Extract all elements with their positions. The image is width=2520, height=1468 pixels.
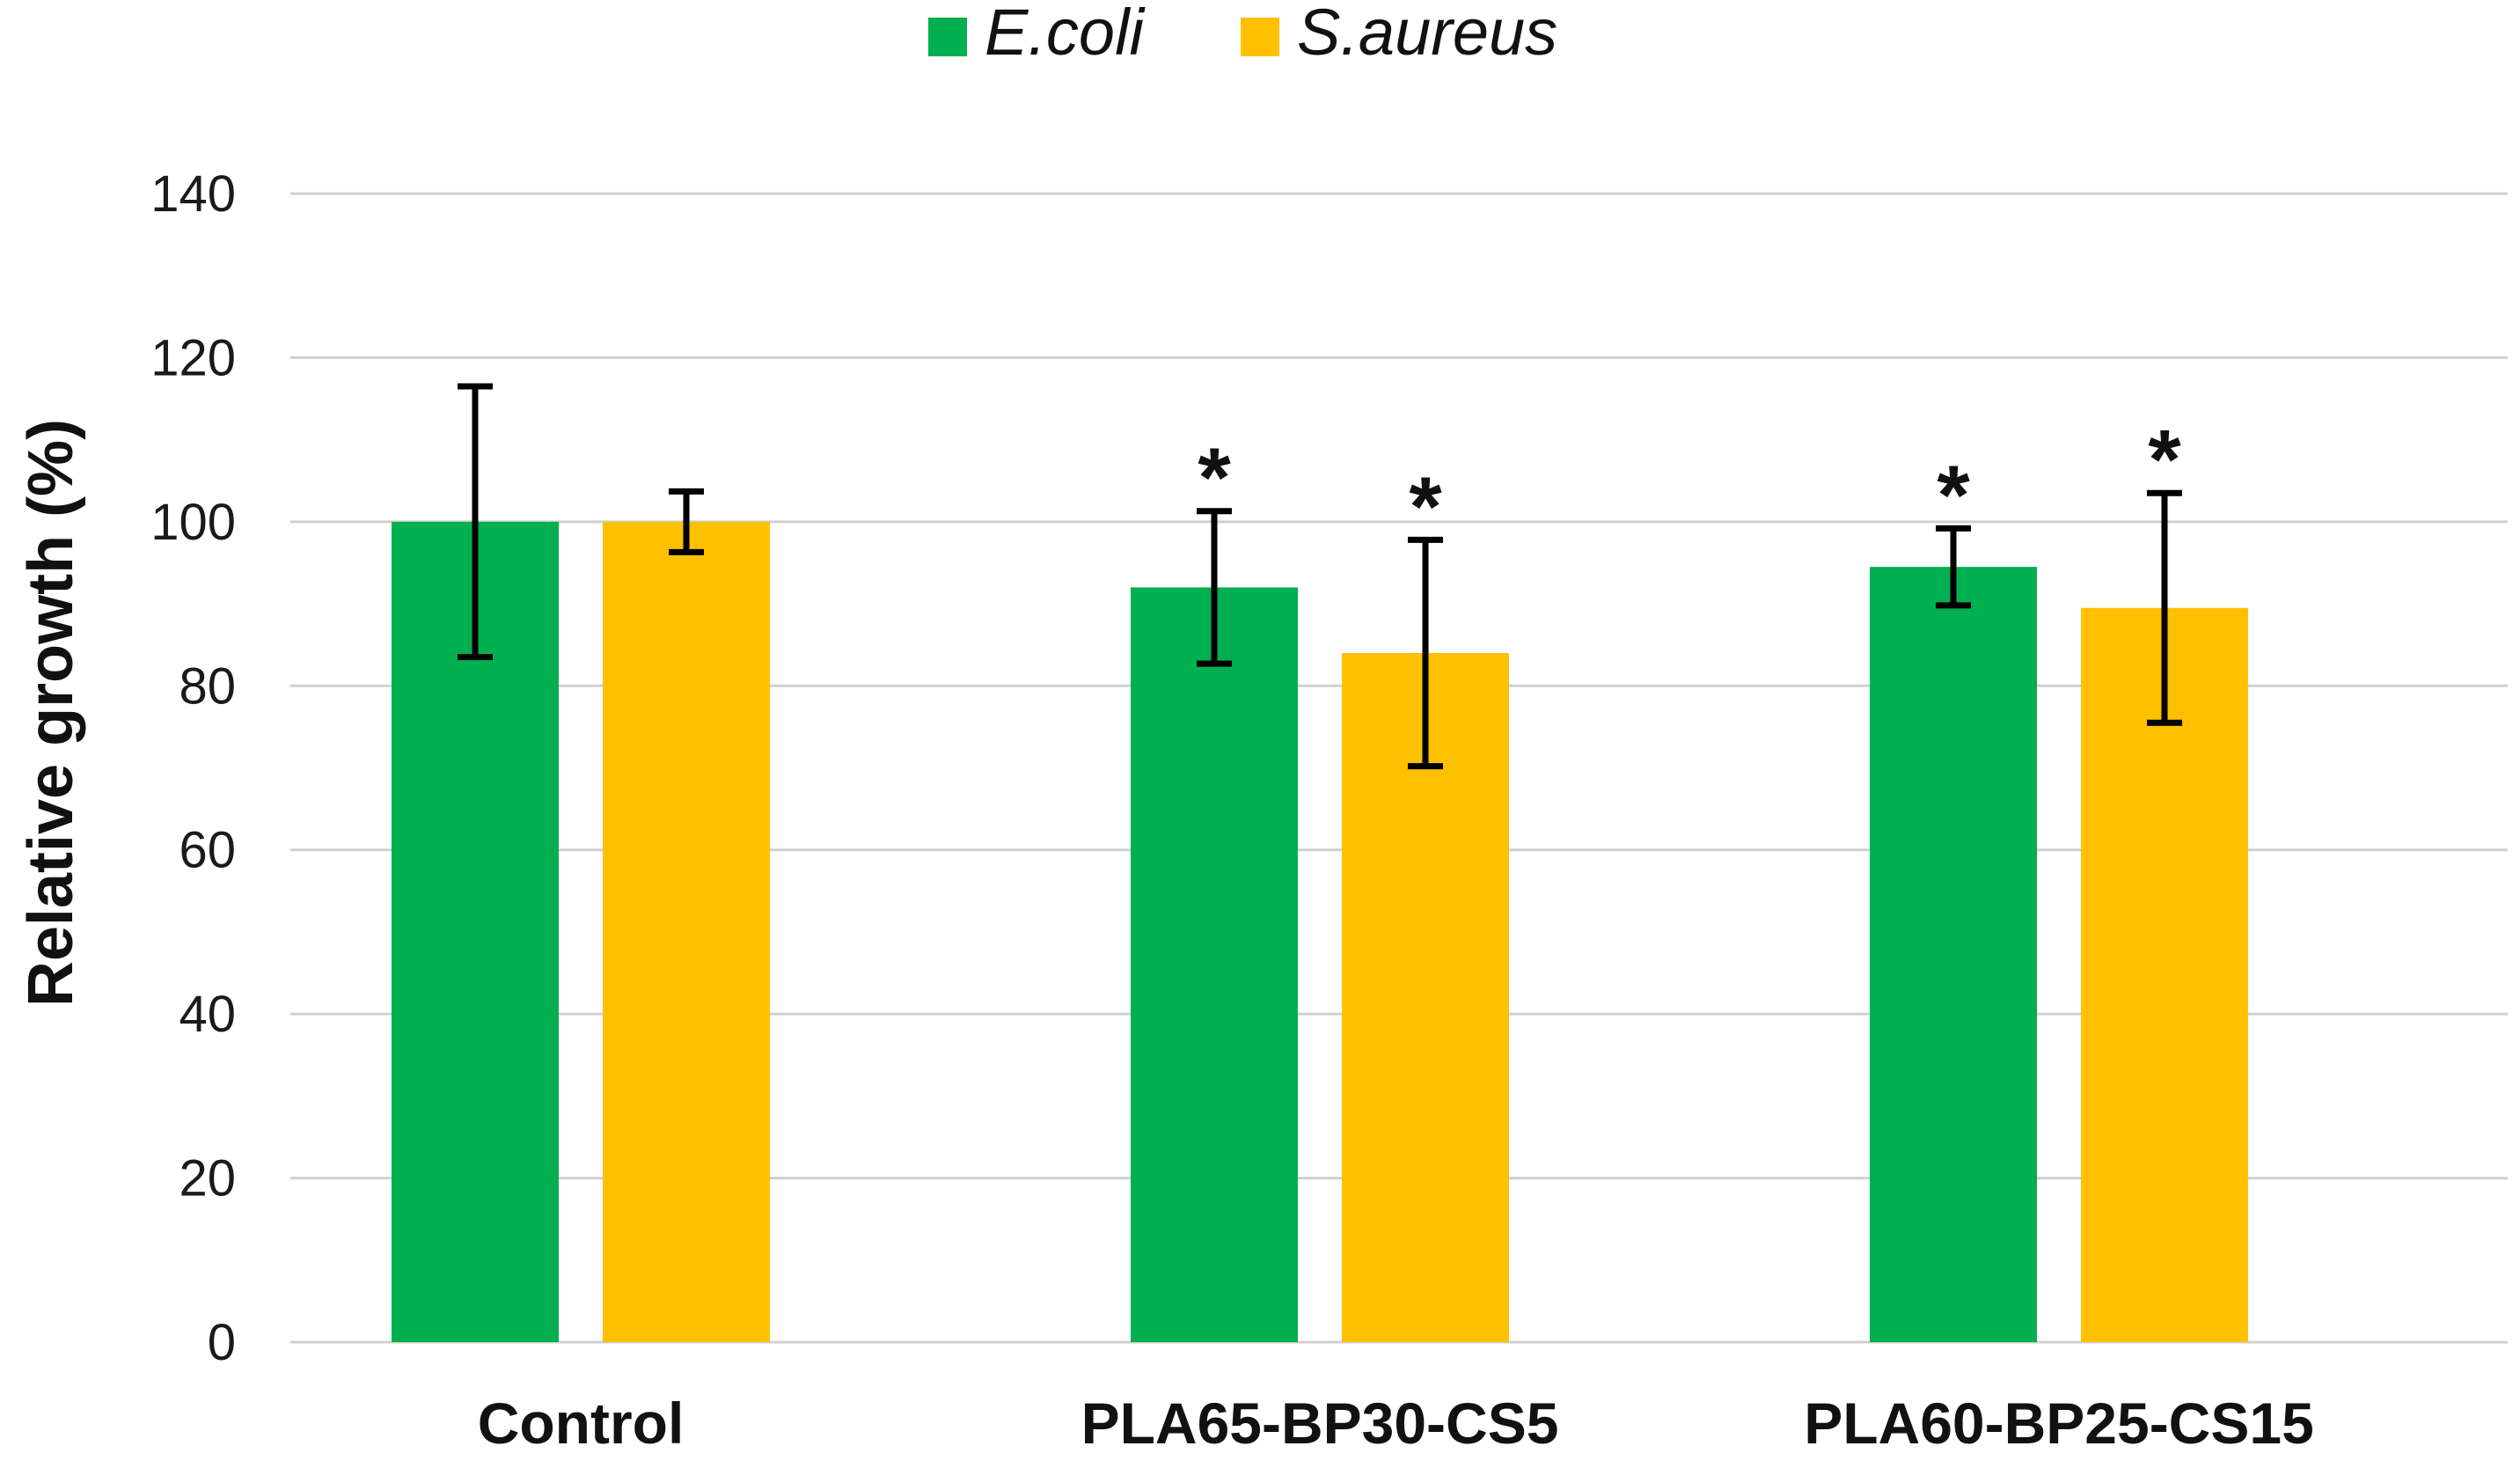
y-tick-label: 80	[179, 657, 236, 715]
significance-star: *	[2148, 413, 2181, 507]
y-tick-label: 120	[150, 329, 236, 386]
legend-label: S.aureus	[1297, 0, 1557, 69]
bar-e-coli-2	[1870, 567, 2037, 1342]
error-bars	[458, 383, 2182, 770]
legend-label: E.coli	[985, 0, 1146, 69]
bar-e-coli-1	[1131, 587, 1298, 1342]
significance-star: *	[1937, 448, 1970, 542]
y-tick-label: 140	[150, 165, 236, 223]
x-axis-labels: Control PLA65-BP30-CS5 PLA60-BP25-CS15	[478, 1391, 2314, 1456]
bar-s-aureus-0	[603, 521, 770, 1342]
y-tick-label: 20	[179, 1150, 236, 1207]
x-category-label: PLA60-BP25-CS15	[1804, 1391, 2314, 1456]
significance-star: *	[1409, 459, 1442, 554]
y-axis-title: Relative growth (%)	[16, 419, 86, 1007]
bar-s-aureus-2	[2081, 607, 2248, 1342]
x-category-label: Control	[478, 1391, 685, 1456]
y-tick-label: 40	[179, 986, 236, 1043]
legend-swatch-e-coli	[928, 18, 967, 56]
significance-star: *	[1198, 431, 1231, 525]
bars	[392, 521, 2248, 1342]
legend: E.coli S.aureus	[928, 0, 1557, 69]
y-tick-label: 60	[179, 822, 236, 879]
y-axis-ticks: 0 20 40 60 80 100 120 140	[150, 165, 236, 1371]
legend-swatch-s-aureus	[1241, 18, 1279, 56]
y-tick-label: 0	[208, 1314, 236, 1371]
significance-markers: * * * *	[1198, 413, 2181, 554]
y-tick-label: 100	[150, 494, 236, 551]
x-category-label: PLA65-BP30-CS5	[1081, 1391, 1559, 1456]
